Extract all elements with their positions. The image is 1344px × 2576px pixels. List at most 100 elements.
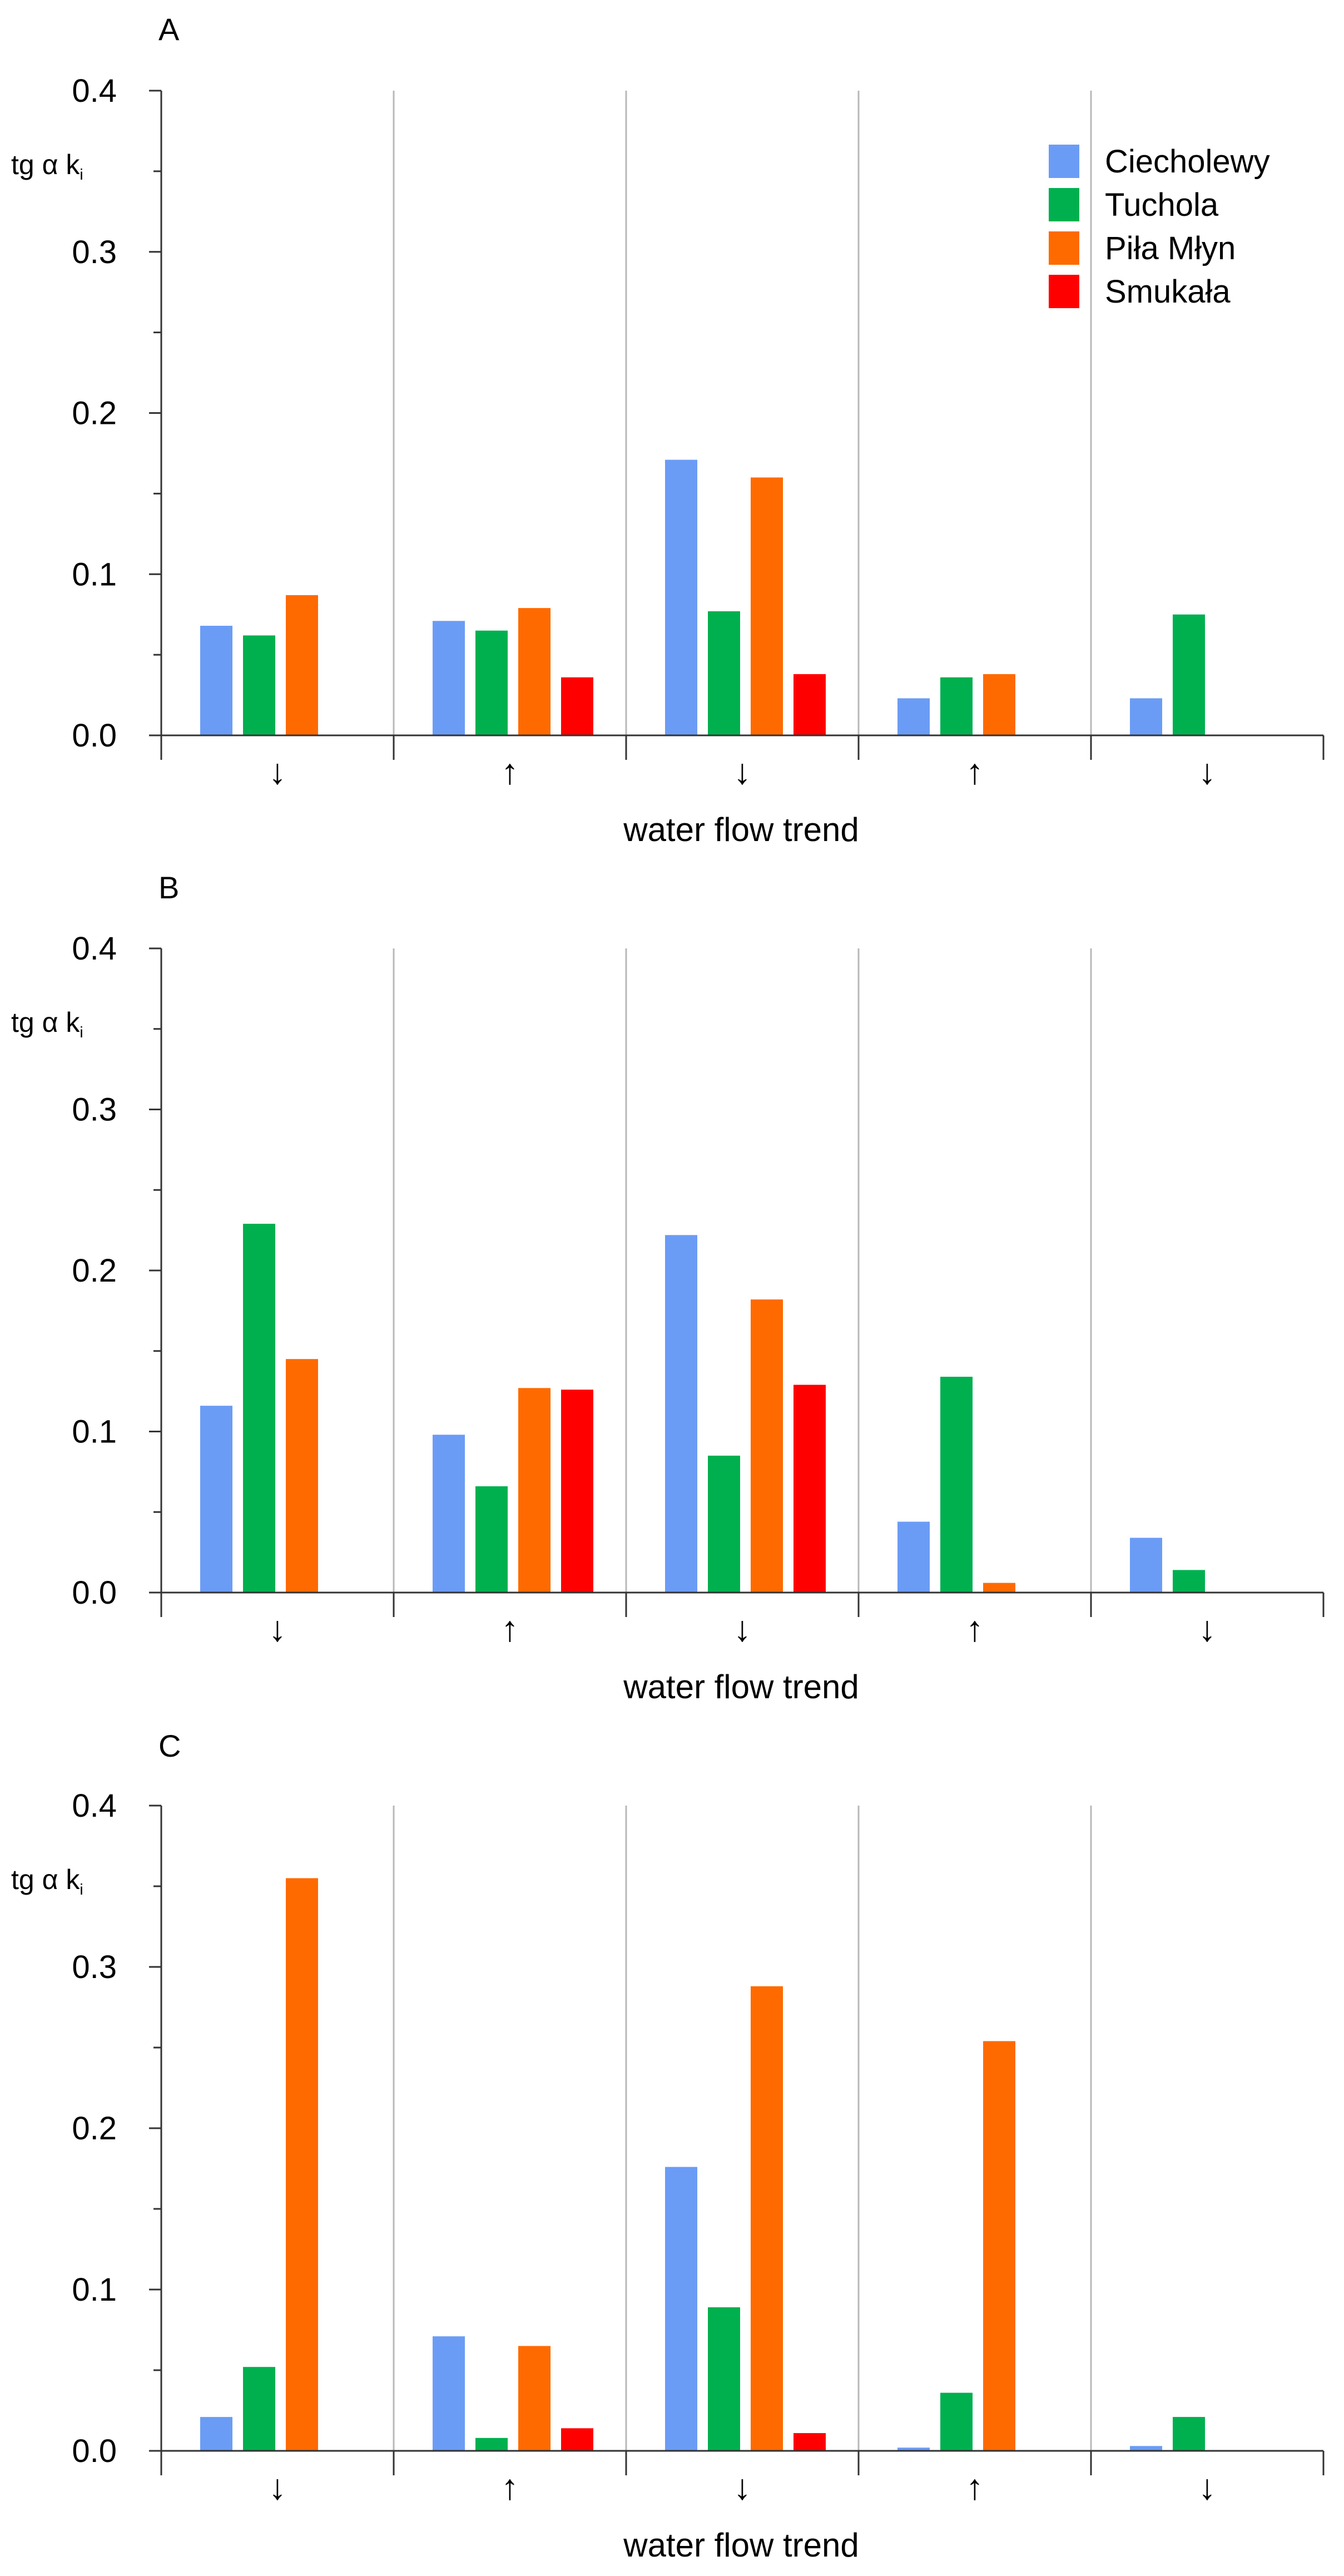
bar-tuchola-5 [1173, 2417, 1205, 2451]
bar-ciecholewy-2 [433, 1435, 465, 1593]
bar-ciecholewy-1 [200, 1406, 232, 1593]
y-axis-label-main: tg α k [11, 149, 80, 180]
bar-tuchola-1 [243, 635, 275, 735]
y-tick-label: 0.2 [72, 1253, 117, 1289]
panel-letter: A [158, 12, 180, 47]
x-category-arrow: ↓ [1198, 751, 1216, 792]
bar-pi-a-m-yn-4 [983, 2041, 1015, 2451]
x-category-arrow: ↓ [1198, 1609, 1216, 1649]
bar-ciecholewy-5 [1130, 1537, 1162, 1593]
y-axis-label-subscript: i [80, 166, 83, 183]
bar-tuchola-4 [940, 2392, 973, 2451]
x-axis-label: water flow trend [623, 2526, 859, 2564]
bar-pi-a-m-yn-4 [983, 1583, 1015, 1593]
x-category-arrow: ↓ [733, 1609, 751, 1649]
bar-tuchola-4 [940, 1377, 973, 1593]
bar-smuka-a-2 [561, 2428, 593, 2451]
bar-tuchola-5 [1173, 614, 1205, 735]
bar-ciecholewy-4 [897, 2448, 930, 2451]
x-axis-label: water flow trend [623, 811, 859, 848]
x-category-arrow: ↓ [733, 2467, 751, 2507]
legend-swatch-tuchola [1049, 188, 1079, 221]
bar-pi-a-m-yn-1 [286, 595, 318, 735]
y-tick-label: 0.1 [72, 2272, 117, 2308]
y-tick-label: 0.4 [72, 1788, 117, 1824]
y-tick-label: 0.0 [72, 718, 117, 754]
bar-tuchola-5 [1173, 1570, 1205, 1593]
legend-label: Piła Młyn [1105, 230, 1236, 266]
x-category-arrow: ↑ [501, 751, 519, 792]
bar-tuchola-4 [940, 677, 973, 735]
y-tick-label: 0.4 [72, 73, 117, 109]
bar-smuka-a-3 [793, 1385, 826, 1593]
bar-pi-a-m-yn-2 [518, 2346, 551, 2451]
y-axis-label-subscript: i [80, 1024, 83, 1041]
bar-tuchola-3 [708, 611, 740, 735]
bar-tuchola-2 [475, 1486, 508, 1593]
legend-label: Smukała [1105, 274, 1231, 310]
chart-panel-c: C 0.0 0.1 0.2 0.3 0.4 tg α ki ↓ ↑ ↓ ↑ ↓ water flow t… [11, 1728, 1325, 2564]
bar-ciecholewy-3 [665, 2167, 697, 2451]
x-category-arrow: ↓ [733, 751, 751, 792]
bar-tuchola-3 [708, 2307, 740, 2451]
legend-swatch-ciecholewy [1049, 145, 1079, 178]
x-category-arrow: ↓ [269, 1609, 286, 1649]
bar-ciecholewy-4 [897, 698, 930, 735]
y-axis-label-subscript: i [80, 1881, 83, 1898]
x-category-arrow: ↑ [501, 2467, 519, 2507]
chart-panel-b: B 0.0 0.1 0.2 0.3 0.4 tg α ki ↓ ↑ ↓ ↑ ↓ water flow t… [11, 870, 1325, 1705]
bar-ciecholewy-2 [433, 621, 465, 735]
y-tick-label: 0.0 [72, 1575, 117, 1611]
y-axis-label: tg α ki [11, 1007, 83, 1041]
bar-pi-a-m-yn-3 [751, 477, 783, 735]
bar-pi-a-m-yn-4 [983, 674, 1015, 735]
bar-tuchola-3 [708, 1455, 740, 1593]
bar-ciecholewy-1 [200, 625, 232, 735]
bar-smuka-a-3 [793, 2433, 826, 2451]
bar-ciecholewy-2 [433, 2336, 465, 2451]
bar-ciecholewy-3 [665, 1235, 697, 1593]
bar-ciecholewy-3 [665, 459, 697, 735]
bar-pi-a-m-yn-2 [518, 1388, 551, 1593]
y-tick-label: 0.1 [72, 556, 117, 592]
bar-tuchola-2 [475, 630, 508, 735]
bar-pi-a-m-yn-2 [518, 608, 551, 735]
bar-pi-a-m-yn-1 [286, 1878, 318, 2451]
y-tick-label: 0.3 [72, 1949, 117, 1985]
x-category-arrow: ↑ [966, 751, 984, 792]
bar-ciecholewy-4 [897, 1521, 930, 1593]
panel-letter: B [158, 870, 179, 905]
bar-smuka-a-2 [561, 1390, 593, 1593]
legend-label: Ciecholewy [1105, 144, 1270, 180]
x-axis-label: water flow trend [623, 1668, 859, 1705]
y-tick-label: 0.1 [72, 1414, 117, 1450]
bar-tuchola-1 [243, 1224, 275, 1593]
x-category-arrow: ↓ [269, 2467, 286, 2507]
y-axis-label-main: tg α k [11, 1864, 80, 1895]
y-tick-label: 0.2 [72, 395, 117, 432]
legend-swatch-smuka-a [1049, 275, 1079, 308]
bar-tuchola-1 [243, 2367, 275, 2451]
y-axis-label: tg α ki [11, 149, 83, 183]
bar-smuka-a-2 [561, 677, 593, 735]
x-category-arrow: ↓ [269, 751, 286, 792]
chart-panel-a: A 0.0 0.1 0.2 0.3 0.4 tg α ki ↓ ↑ ↓ ↑ ↓ water flow t… [11, 12, 1325, 848]
x-category-arrow: ↑ [966, 1609, 984, 1649]
bar-ciecholewy-1 [200, 2417, 232, 2451]
y-tick-label: 0.3 [72, 234, 117, 270]
legend: Ciecholewy Tuchola Piła Młyn Smukała [1049, 144, 1270, 310]
bar-smuka-a-3 [793, 674, 826, 735]
y-tick-label: 0.2 [72, 2110, 117, 2147]
x-category-arrow: ↑ [966, 2467, 984, 2507]
y-tick-label: 0.4 [72, 931, 117, 967]
x-category-arrow: ↑ [501, 1609, 519, 1649]
legend-label: Tuchola [1105, 187, 1219, 223]
bar-pi-a-m-yn-3 [751, 1299, 783, 1593]
y-axis-label: tg α ki [11, 1864, 83, 1898]
bar-ciecholewy-5 [1130, 698, 1162, 735]
legend-swatch-pi-a-m-yn [1049, 231, 1079, 265]
y-tick-label: 0.3 [72, 1092, 117, 1128]
bar-tuchola-2 [475, 2437, 508, 2451]
bar-pi-a-m-yn-1 [286, 1359, 318, 1593]
